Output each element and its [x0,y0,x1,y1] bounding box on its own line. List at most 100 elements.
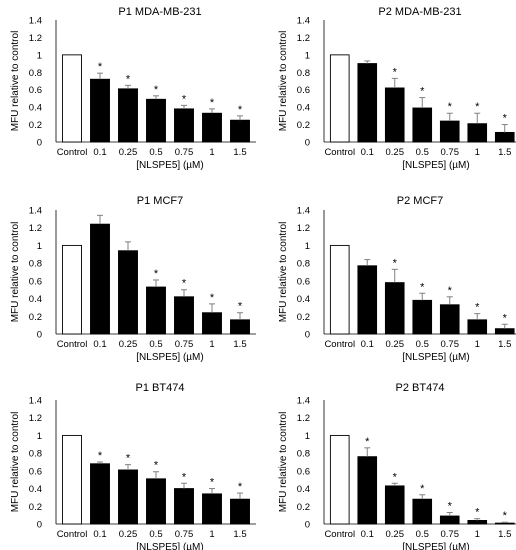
significance-star: * [503,312,508,324]
x-tick-label: 0.75 [441,529,460,540]
x-tick-label: 1.5 [498,529,511,540]
y-tick-label: 0.6 [297,85,310,96]
y-tick-label: 1 [305,241,310,252]
treatment-bar [230,119,250,143]
x-tick-label: 0.75 [175,147,194,158]
significance-star: * [448,500,453,512]
y-tick-label: 0.8 [29,68,42,79]
x-tick-label: 0.1 [361,339,374,350]
y-tick-label: 1.2 [297,33,310,44]
treatment-bar [412,299,433,335]
x-tick-label: 1 [475,529,480,540]
y-axis-label: MFU relative to control [10,412,21,513]
x-tick-label: 0.1 [361,147,374,158]
y-tick-label: 0.2 [29,502,42,513]
x-axis-label: [NLSPE5] (µM) [136,542,203,550]
x-tick-label: 1.5 [498,147,511,158]
y-tick-label: 1 [305,50,310,61]
control-bar [62,54,82,143]
y-tick-label: 0.4 [297,294,310,305]
x-axis-label: [NLSPE5] (µM) [402,542,469,550]
treatment-bar [467,319,488,335]
chart-title: P1 BT474 [136,382,185,394]
significance-star: * [154,268,159,280]
treatment-bar [174,488,194,525]
significance-star: * [154,84,159,96]
significance-star: * [365,436,370,448]
y-tick-label: 0 [37,138,42,149]
treatment-bar [412,107,433,143]
x-axis-label: [NLSPE5] (µM) [136,352,203,363]
significance-star: * [475,302,480,314]
treatment-bar [230,319,250,335]
chart-title: P1 MCF7 [137,195,183,207]
treatment-bar [202,312,222,335]
x-tick-label: 0.75 [441,147,460,158]
treatment-bar [118,250,138,335]
treatment-bar [384,485,405,525]
significance-star: * [448,285,453,297]
y-tick-label: 0.6 [29,276,42,287]
y-tick-label: 1.4 [29,396,42,407]
treatment-bar [146,98,166,143]
significance-star: * [503,113,508,125]
chart-panel: P1 BT474 0 0.2 0.4 0.6 0.8 1 1.2 1.4 MFU relative… [10,382,256,550]
significance-star: * [420,281,425,293]
x-tick-label: Control [324,529,355,540]
x-tick-label: 1.5 [498,339,511,350]
y-tick-label: 0.4 [29,294,42,305]
y-tick-label: 1 [37,431,42,442]
x-tick-label: 0.5 [416,529,429,540]
chart-panel: P2 MDA-MB-231 0 0.2 0.4 0.6 0.8 1 1.2 1.4 MFU rel… [278,6,516,171]
significance-star: * [126,73,131,85]
significance-star: * [126,453,131,465]
x-tick-label: 1 [209,529,214,540]
x-tick-label: 0.75 [175,529,194,540]
x-tick-label: 0.1 [361,529,374,540]
significance-star: * [154,460,159,472]
control-bar [62,434,82,525]
y-tick-label: 0.6 [29,85,42,96]
treatment-bar [439,304,460,335]
y-tick-label: 0.6 [29,466,42,477]
significance-star: * [393,471,398,483]
chart-panel: P2 MCF7 0 0.2 0.4 0.6 0.8 1 1.2 1.4 MFU relative … [278,195,516,363]
y-tick-label: 0.8 [29,259,42,270]
treatment-bar [384,282,405,335]
x-axis-label: [NLSPE5] (µM) [402,160,469,171]
treatment-bar [439,120,460,143]
y-axis-label: MFU relative to control [10,31,21,132]
significance-star: * [393,66,398,78]
y-tick-label: 0.2 [297,312,310,323]
x-tick-label: 1.5 [233,339,246,350]
treatment-bar [174,296,194,335]
x-tick-label: 0.5 [149,529,162,540]
y-tick-label: 0.2 [29,312,42,323]
chart-panel: P1 MDA-MB-231 0 0.2 0.4 0.6 0.8 1 1.2 1.4 MFU rel… [10,6,256,171]
x-tick-label: 1 [209,339,214,350]
chart-title: P2 MCF7 [397,195,443,207]
control-bar [329,434,350,525]
treatment-bar [202,493,222,525]
significance-star: * [503,510,508,522]
y-tick-label: 1.4 [297,206,310,217]
y-tick-label: 0 [37,330,42,341]
y-tick-label: 0.6 [297,466,310,477]
x-tick-label: 1 [209,147,214,158]
x-tick-label: 0.5 [416,339,429,350]
significance-star: * [475,101,480,113]
y-tick-label: 0 [305,520,310,531]
significance-star: * [210,292,215,304]
y-tick-label: 1.2 [297,413,310,424]
y-tick-label: 1.2 [29,33,42,44]
significance-star: * [420,483,425,495]
significance-star: * [210,97,215,109]
y-tick-label: 0.8 [29,449,42,460]
treatment-bar [90,78,110,143]
significance-star: * [182,278,187,290]
y-tick-label: 1 [37,50,42,61]
y-tick-label: 0.6 [297,276,310,287]
treatment-bar [202,112,222,143]
x-tick-label: 0.1 [93,529,106,540]
